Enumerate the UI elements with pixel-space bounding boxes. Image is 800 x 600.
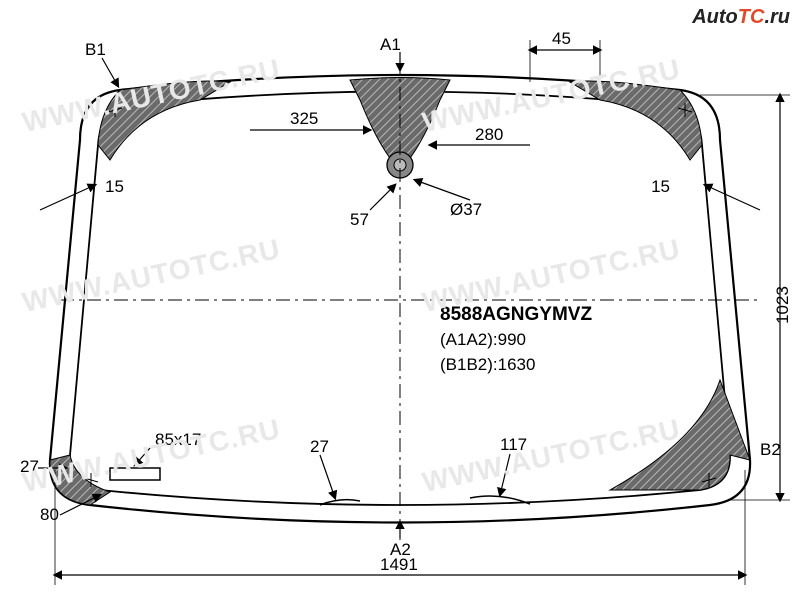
dim-wiper-117: 117 xyxy=(500,435,527,454)
part-number: 8588AGNGYMVZ xyxy=(440,304,592,325)
logo-part1: Auto xyxy=(692,6,738,28)
dim-right-15: 15 xyxy=(651,177,670,196)
label-B2: B2 xyxy=(760,440,781,459)
dim-wiper-27: 27 xyxy=(310,437,329,456)
dim-diam37: Ø37 xyxy=(450,200,482,219)
frit-bottom-left-small xyxy=(50,455,110,505)
vin-window xyxy=(110,468,160,480)
dim-45: 45 xyxy=(552,29,571,48)
dim-vin27: 27 xyxy=(20,457,39,476)
frit-bottom-right xyxy=(610,380,750,490)
frit-top-left xyxy=(98,81,230,160)
dim-85x17: 85x17 xyxy=(155,430,201,449)
dim-A1A2: (A1A2):990 xyxy=(440,330,526,349)
dim-80: 80 xyxy=(40,505,59,524)
dim-325: 325 xyxy=(290,109,318,128)
dim-1023: 1023 xyxy=(773,286,792,324)
dim-280: 280 xyxy=(475,125,503,144)
label-A2: A2 xyxy=(390,540,411,559)
label-A1: A1 xyxy=(380,35,401,54)
site-logo: AutoTC.ru xyxy=(692,6,790,29)
logo-part2: TC xyxy=(738,6,765,28)
dim-left-15: 15 xyxy=(105,177,124,196)
dim-B1B2: (B1B2):1630 xyxy=(440,355,535,374)
frit-top-right xyxy=(570,81,702,160)
logo-part3: .ru xyxy=(764,6,790,28)
windshield-diagram: B1 A1 45 325 280 Ø37 57 15 15 1023 B xyxy=(0,0,800,600)
dim-57: 57 xyxy=(350,210,369,229)
label-B1: B1 xyxy=(85,40,106,59)
